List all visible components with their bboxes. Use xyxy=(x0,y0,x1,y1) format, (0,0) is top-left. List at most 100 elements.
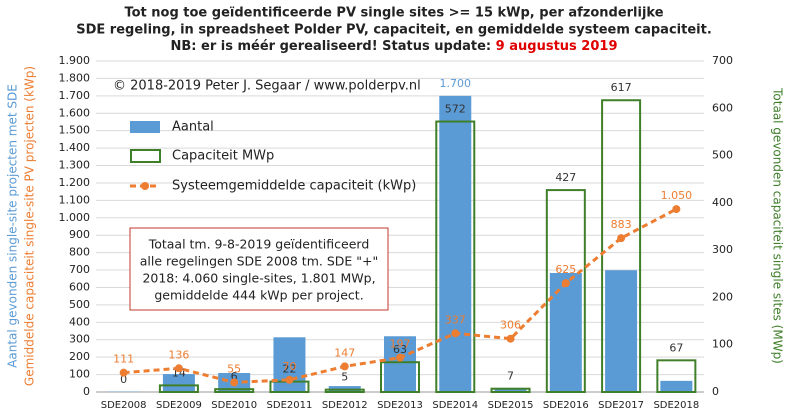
point xyxy=(119,368,128,377)
tick-label: 1.800 xyxy=(59,71,91,84)
capacity-box xyxy=(490,387,531,394)
x-tick-label: SDE2008 xyxy=(101,400,147,411)
value-label: 427 xyxy=(555,171,576,184)
tick-label: 500 xyxy=(69,298,90,311)
tick-label: 100 xyxy=(712,338,733,351)
legend-label: Aantal xyxy=(172,120,214,135)
x-tick-label: SDE2018 xyxy=(653,400,699,411)
value-label: 337 xyxy=(445,313,466,326)
tick-label: 1.100 xyxy=(59,193,91,206)
legend-swatch xyxy=(130,121,160,133)
tick-label: 1.200 xyxy=(59,176,91,189)
y-axis-title: Aantal gevonden single-site projecten me… xyxy=(6,84,20,368)
value-label: 6 xyxy=(231,370,238,383)
point xyxy=(561,279,570,288)
x-tick-label: SDE2016 xyxy=(543,400,589,411)
y-axis-title: Gemiddelde capaciteit single-site PV pro… xyxy=(23,66,37,386)
capacity-box xyxy=(601,99,642,394)
value-label: 55 xyxy=(227,362,241,375)
point xyxy=(174,364,183,373)
capacity-box xyxy=(324,388,365,393)
point xyxy=(285,375,294,384)
tick-label: 600 xyxy=(69,280,90,293)
chart-title: NB: er is méér gerealiseerd! Status upda… xyxy=(171,39,496,54)
value-label: 883 xyxy=(611,218,632,231)
tick-label: 900 xyxy=(69,228,90,241)
tick-label: 400 xyxy=(69,315,90,328)
tick-label: 700 xyxy=(712,54,733,67)
annotation-box xyxy=(129,227,389,311)
annotation: Totaal tm. 9-8-2019 geïdentificeerd xyxy=(148,237,370,252)
value-label: 136 xyxy=(168,348,189,361)
chart-title: Tot nog toe geïdentificeerde PV single s… xyxy=(124,6,663,21)
tick-label: 0 xyxy=(712,385,719,398)
tick-label: 300 xyxy=(712,243,733,256)
tick-label: 1.500 xyxy=(59,124,91,137)
x-tick-label: SDE2009 xyxy=(156,400,202,411)
x-tick-label: SDE2014 xyxy=(432,400,478,411)
legend-swatch xyxy=(130,149,161,163)
bar xyxy=(384,336,416,392)
tick-label: 1.300 xyxy=(59,159,91,172)
value-label: 1.700 xyxy=(440,77,472,90)
value-label: 22 xyxy=(282,363,296,376)
point xyxy=(506,334,515,343)
capacity-box xyxy=(380,361,420,393)
tick-label: 100 xyxy=(69,368,90,381)
capacity-box xyxy=(435,120,476,393)
x-tick-label: SDE2017 xyxy=(598,400,644,411)
tick-label: 400 xyxy=(712,196,733,209)
point xyxy=(396,353,404,362)
annotation: 2018: 4.060 single-sites, 1.801 MWp, xyxy=(142,271,375,286)
value-label: 147 xyxy=(334,346,355,359)
tick-label: 200 xyxy=(69,350,90,363)
point xyxy=(451,329,460,338)
tick-label: 1.600 xyxy=(59,106,91,119)
chart-title: SDE regeling, in spreadsheet Polder PV, … xyxy=(76,23,712,38)
value-label: 197 xyxy=(390,338,411,351)
value-label: 111 xyxy=(113,353,134,366)
capacity-box xyxy=(214,388,255,394)
tick-label: 1.400 xyxy=(59,141,91,154)
value-label: 0 xyxy=(120,373,127,386)
x-tick-label: SDE2010 xyxy=(211,400,257,411)
value-label: 7 xyxy=(507,370,514,383)
value-label: 306 xyxy=(500,319,521,332)
point xyxy=(672,205,681,214)
capacity-box xyxy=(545,189,586,393)
bar xyxy=(494,387,527,392)
bar xyxy=(660,380,693,392)
annotation: gemiddelde 444 kWp per project. xyxy=(154,288,363,303)
tick-label: 300 xyxy=(69,333,90,346)
legend-label: Capaciteit MWp xyxy=(172,149,274,164)
bar xyxy=(605,270,638,392)
title-date: 9 augustus 2019 xyxy=(496,39,618,54)
x-tick-label: SDE2012 xyxy=(322,400,368,411)
capacity-box xyxy=(158,384,199,394)
tick-label: 1.700 xyxy=(59,89,91,102)
point xyxy=(340,362,349,371)
capacity-box xyxy=(656,359,697,394)
x-tick-label: SDE2015 xyxy=(488,400,534,411)
value-label: 67 xyxy=(669,341,683,354)
tick-label: 0 xyxy=(83,385,90,398)
x-tick-label: SDE2013 xyxy=(377,400,423,411)
value-label: 617 xyxy=(611,81,632,94)
value-label: 625 xyxy=(555,263,576,276)
bar xyxy=(549,273,582,392)
bar xyxy=(162,374,195,392)
point xyxy=(617,234,626,243)
annotation: alle regelingen SDE 2008 tm. SDE "+" xyxy=(140,254,378,269)
copyright: © 2018-2019 Peter J. Segaar / www.polder… xyxy=(113,79,421,94)
bar xyxy=(439,95,472,392)
tick-label: 1.900 xyxy=(59,54,91,67)
value-label: 5 xyxy=(341,371,348,384)
value-label: 70 xyxy=(282,360,296,373)
chart-title: NB: er is méér gerealiseerd! Status upda… xyxy=(171,39,618,54)
tick-label: 800 xyxy=(69,246,90,259)
tick-label: 1.000 xyxy=(59,211,91,224)
value-label: 1.050 xyxy=(661,189,693,202)
point xyxy=(230,378,239,387)
value-label: 63 xyxy=(393,343,407,356)
